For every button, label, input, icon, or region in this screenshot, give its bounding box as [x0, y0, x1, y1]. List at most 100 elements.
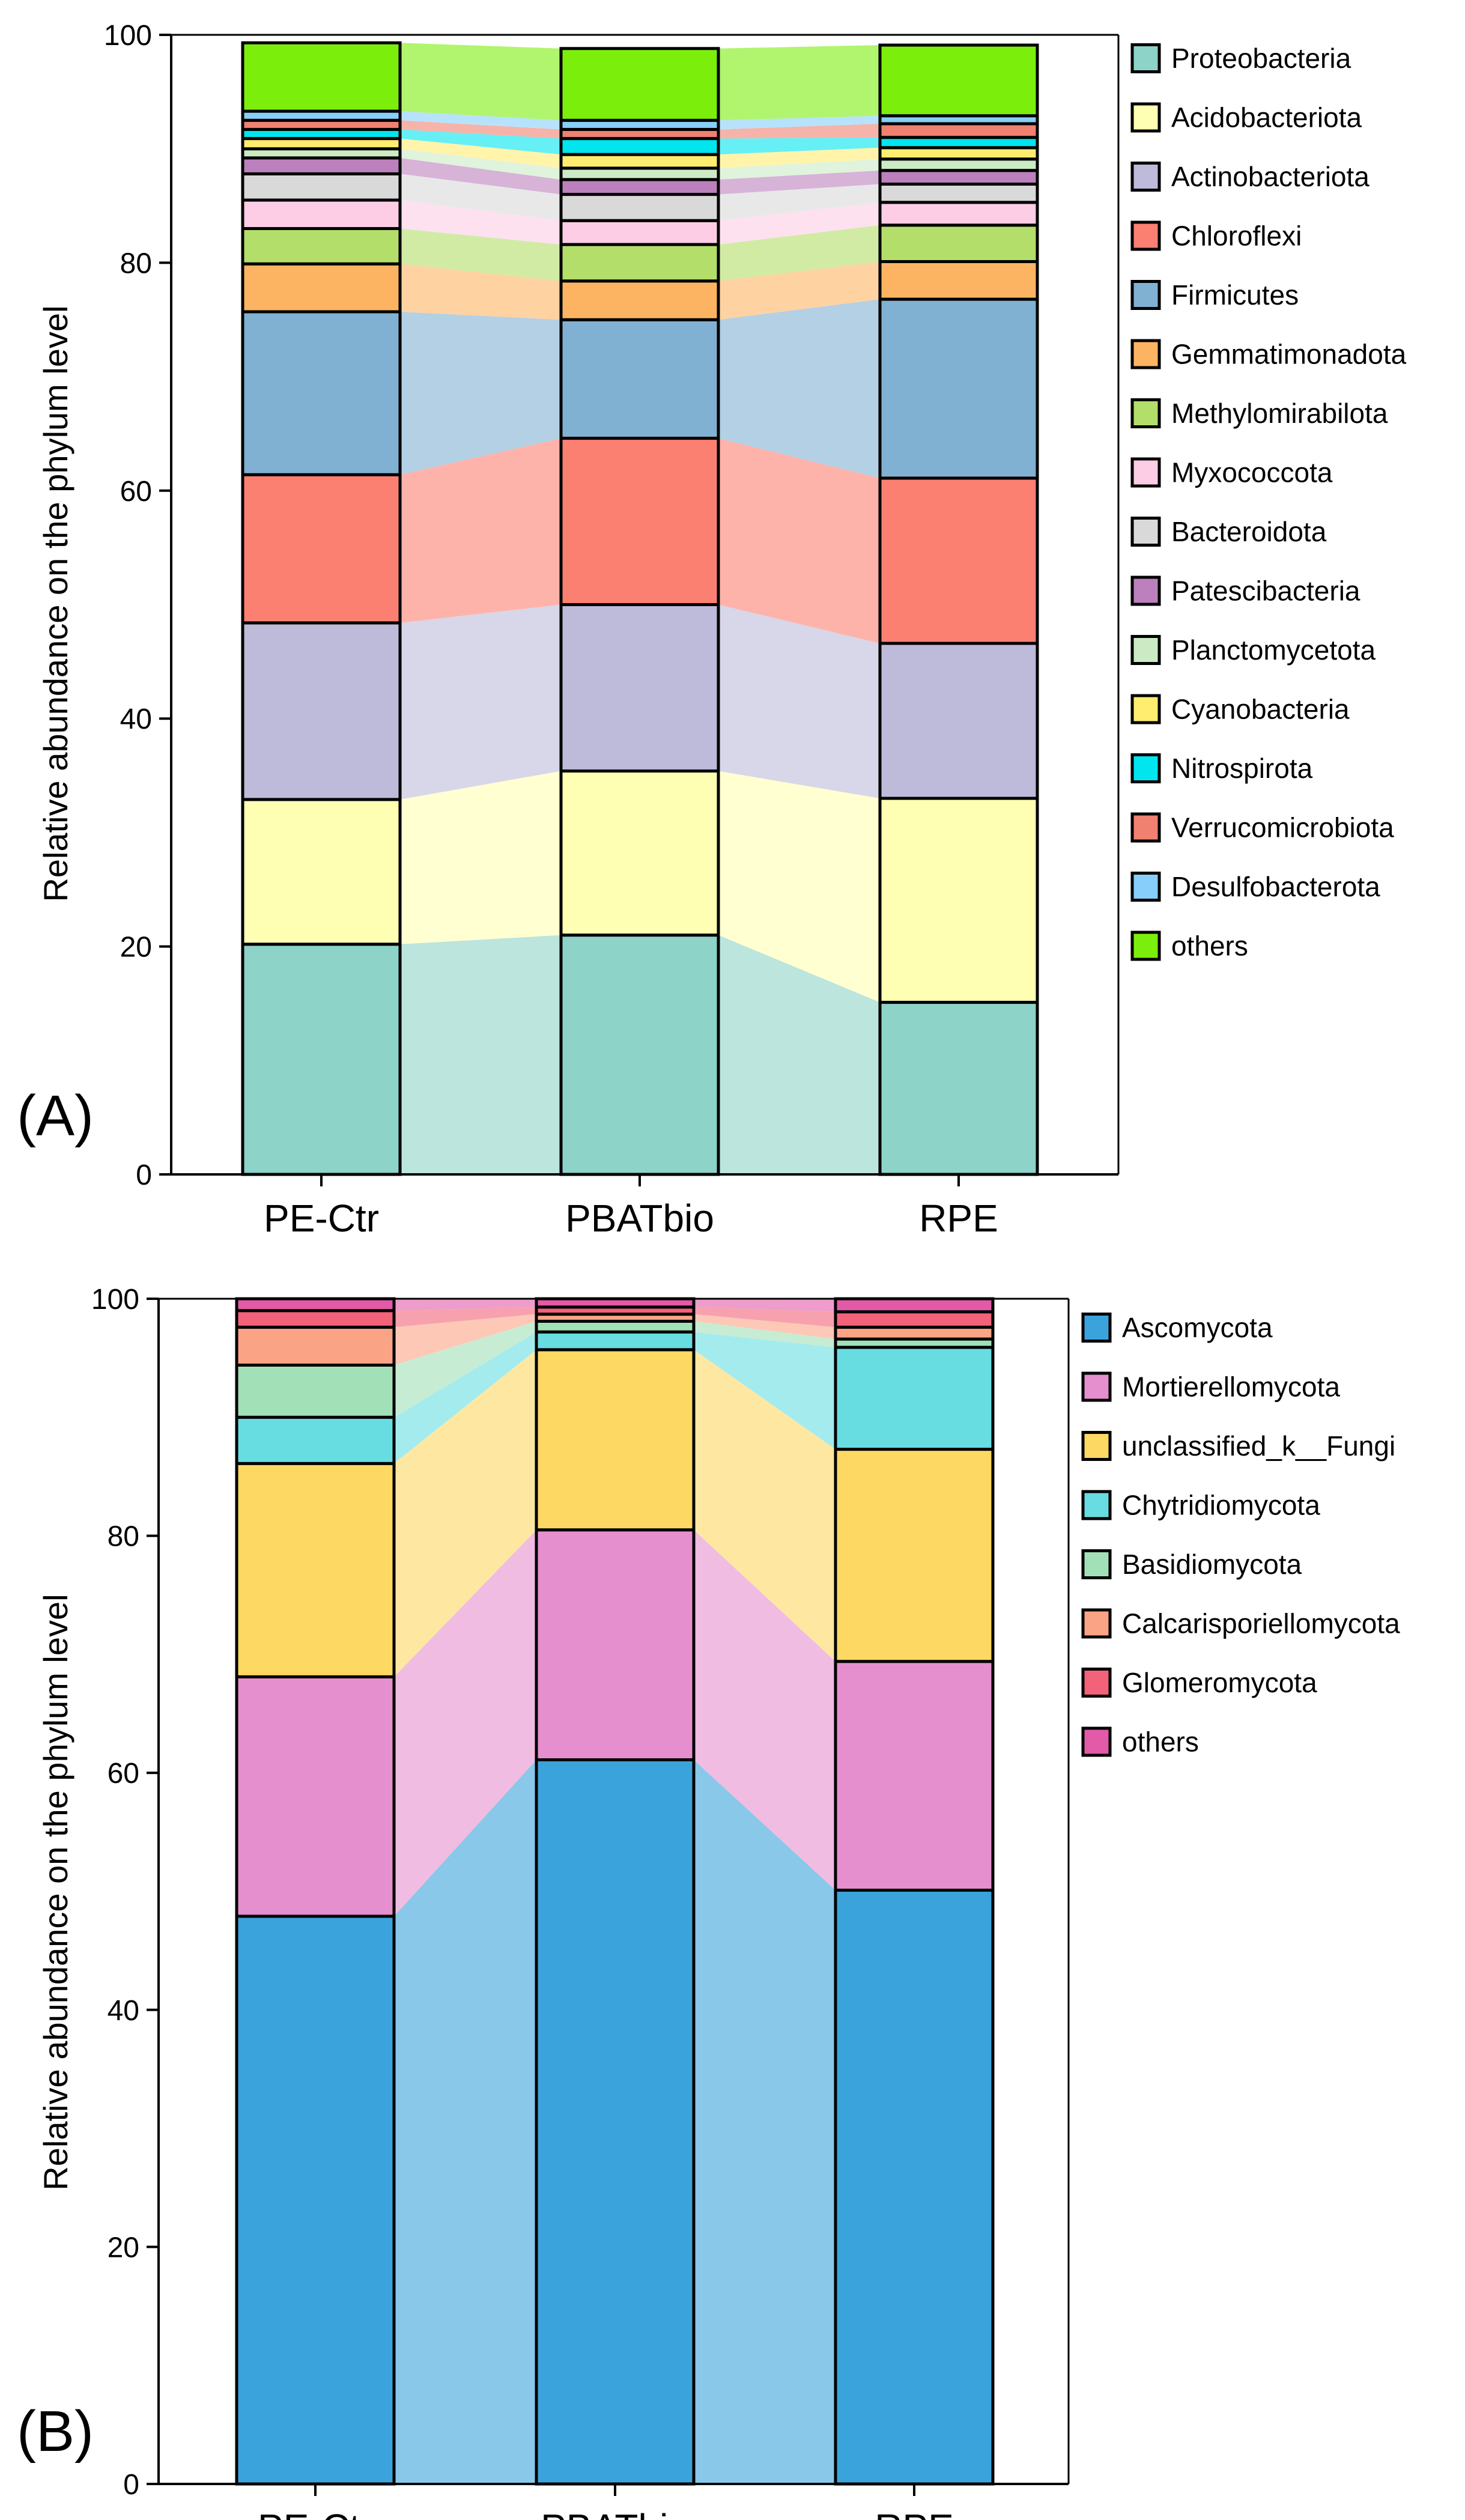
chart-a-y-tick-label: 20: [120, 932, 152, 964]
chart-a-legend-swatch-nitrospirota: [1130, 753, 1161, 783]
chart-a-bar-rpe-chloroflexi: [878, 476, 1039, 645]
chart-a-bar-pbatbio-others: [559, 47, 720, 122]
chart-a-band-actinobacteriota-2: [718, 604, 880, 798]
chart-b-band-unclassified-k-fungi-1: [394, 1349, 536, 1677]
chart-a-band-desulfobacterota-2: [718, 115, 880, 130]
chart-b-legend-swatch-calcarisporiellomycota: [1081, 1608, 1112, 1639]
chart-b-bar-rpe-unclassified-k-fungi: [834, 1448, 995, 1663]
chart-a-legend-swatch-verrucomicrobiota: [1130, 812, 1161, 843]
chart-b-legend-label-mortierellomycota: Mortierellomycota: [1122, 1371, 1340, 1403]
chart-a-band-acidobacteriota-2: [718, 771, 880, 1003]
chart-a-band-myxococcota-1: [400, 200, 561, 245]
chart-b-bar-pbatbio-others: [535, 1297, 696, 1309]
chart-a-band-cyanobacteria-1: [400, 138, 561, 168]
chart-b-band-calcarisporiellomycota-2: [694, 1314, 836, 1340]
chart-a-band-nitrospirota-2: [718, 137, 880, 155]
chart-a-bar-rpe-bacteroidota: [878, 183, 1039, 204]
chart-a-bar-pbatbio-firmicutes: [559, 318, 720, 440]
chart-a-legend-swatch-cyanobacteria: [1130, 694, 1161, 724]
chart-b-band-others-2: [694, 1299, 836, 1312]
chart-b-legend-label-calcarisporiellomycota: Calcarisporiellomycota: [1122, 1608, 1400, 1639]
chart-b-x-tick-label-pbatbio: PBATbio: [541, 2506, 690, 2520]
chart-b-bar-pbatbio-mortierellomycota: [535, 1528, 696, 1761]
chart-b-y-tick-label: 20: [108, 2232, 139, 2263]
chart-a-bar-rpe-firmicutes: [878, 297, 1039, 480]
chart-b-legend-label-chytridiomycota: Chytridiomycota: [1122, 1490, 1320, 1521]
chart-a-bar-rpe-myxococcota: [878, 201, 1039, 227]
chart-b-bar-rpe-others: [834, 1297, 995, 1314]
chart-a-legend-swatch-gemmatimonadota: [1130, 339, 1161, 369]
chart-b-band-chytridiomycota-1: [394, 1332, 536, 1464]
chart-a-band-chloroflexi-2: [718, 438, 880, 643]
chart-b-legend-swatch-glomeromycota: [1081, 1668, 1112, 1698]
chart-a-bar-pbatbio-acidobacteriota: [559, 769, 720, 937]
chart-a-legend-swatch-proteobacteria: [1130, 43, 1161, 73]
chart-a-x-tick-label-pbatbio: PBATbio: [565, 1197, 714, 1240]
chart-a-band-others-2: [718, 45, 880, 121]
chart-b-y-tick-label: 100: [91, 1284, 139, 1316]
chart-a-x-tick-label-rpe: RPE: [919, 1197, 998, 1240]
chart-a-legend-label-methylomirabilota: Methylomirabilota: [1171, 398, 1388, 429]
chart-b-x-tick-label-rpe: RPE: [875, 2506, 954, 2520]
chart-b-legend-swatch-mortierellomycota: [1081, 1371, 1112, 1402]
chart-a-band-methylomirabilota-1: [400, 228, 561, 281]
chart-a-legend-label-desulfobacterota: Desulfobacterota: [1171, 871, 1380, 902]
chart-a-bar-pe-ctr-proteobacteria: [241, 943, 402, 1176]
chart-a-legend-label-nitrospirota: Nitrospirota: [1171, 753, 1313, 784]
chart-a-band-acidobacteriota-1: [400, 771, 561, 944]
chart-b-band-unclassified-k-fungi-2: [694, 1349, 836, 1662]
chart-b-bar-pe-ctr-glomeromycota: [235, 1309, 396, 1329]
chart-a-legend-label-bacteroidota: Bacteroidota: [1171, 516, 1327, 547]
chart-a-band-nitrospirota-1: [400, 129, 561, 155]
chart-a-band-planctomycetota-2: [718, 159, 880, 180]
chart-b-legend-label-ascomycota: Ascomycota: [1122, 1312, 1273, 1343]
chart-a-bar-pe-ctr-actinobacteriota: [241, 621, 402, 801]
chart-b-legend-swatch-ascomycota: [1081, 1313, 1112, 1343]
chart-b-y-tick-label: 40: [108, 1995, 139, 2027]
panel-label-b: (B): [17, 2399, 94, 2464]
chart-b-band-chytridiomycota-2: [694, 1332, 836, 1450]
chart-a-bar-pe-ctr-acidobacteriota: [241, 798, 402, 946]
chart-a-legend-swatch-others: [1130, 931, 1161, 961]
chart-b-bar-pe-ctr-unclassified-k-fungi: [235, 1462, 396, 1678]
chart-a-legend-swatch-patescibacteria: [1130, 575, 1161, 606]
chart-a-legend-swatch-bacteroidota: [1130, 517, 1161, 547]
chart-a-bar-rpe-actinobacteriota: [878, 642, 1039, 800]
chart-a-band-firmicutes-1: [400, 311, 561, 475]
chart-a-legend-swatch-acidobacteriota: [1130, 102, 1161, 133]
chart-a-legend-label-acidobacteriota: Acidobacteriota: [1171, 102, 1362, 133]
chart-a-band-proteobacteria-2: [718, 935, 880, 1174]
chart-a-legend-label-proteobacteria: Proteobacteria: [1171, 43, 1351, 74]
chart-a-bar-rpe-others: [878, 43, 1039, 118]
chart-a-bar-pe-ctr-firmicutes: [241, 310, 402, 476]
chart-a-legend-label-verrucomicrobiota: Verrucomicrobiota: [1171, 812, 1394, 843]
chart-a-bar-pbatbio-myxococcota: [559, 219, 720, 246]
chart-a-connector-bands: [400, 43, 880, 1174]
chart-b-y-axis-title: Relative abundance on the phylum level: [37, 1594, 74, 2190]
panel-label-a: (A): [17, 1084, 94, 1148]
chart-b-band-glomeromycota-1: [394, 1307, 536, 1328]
chart-panel-b: 0 20 40 60 80 100 PE-Ctr PBATbio RPE Relative abu…: [37, 1284, 1400, 2520]
chart-a-bar-rpe-acidobacteriota: [878, 797, 1039, 1004]
chart-a-bar-rpe-patescibacteria: [878, 169, 1039, 186]
chart-b-bar-pe-ctr-others: [235, 1297, 396, 1313]
chart-a-band-bacteroidota-1: [400, 174, 561, 221]
chart-a-bar-rpe-planctomycetota: [878, 157, 1039, 172]
chart-b-bar-pbatbio-basidiomycota: [535, 1319, 696, 1334]
chart-b-bar-rpe-calcarisporiellomycota: [834, 1325, 995, 1341]
chart-a-bar-pbatbio-methylomirabilota: [559, 243, 720, 283]
chart-a-bar-pe-ctr-patescibacteria: [241, 156, 402, 175]
chart-a-bar-rpe-cyanobacteria: [878, 146, 1039, 161]
chart-a-bar-rpe-verrucomicrobiota: [878, 122, 1039, 139]
chart-a-band-chloroflexi-1: [400, 438, 561, 623]
chart-b-y-tick-label: 80: [108, 1521, 139, 1553]
chart-b-bar-pbatbio-chytridiomycota: [535, 1330, 696, 1352]
chart-a-band-proteobacteria-1: [400, 935, 561, 1174]
chart-b-legend-swatch-basidiomycota: [1081, 1549, 1112, 1579]
chart-b-bar-pe-ctr-basidiomycota: [235, 1363, 396, 1419]
chart-a-bar-rpe-methylomirabilota: [878, 223, 1039, 264]
chart-a-legend-label-myxococcota: Myxococcota: [1171, 457, 1333, 488]
chart-b-bar-pbatbio-ascomycota: [535, 1758, 696, 2486]
chart-a-y-tick-label: 80: [120, 247, 152, 279]
